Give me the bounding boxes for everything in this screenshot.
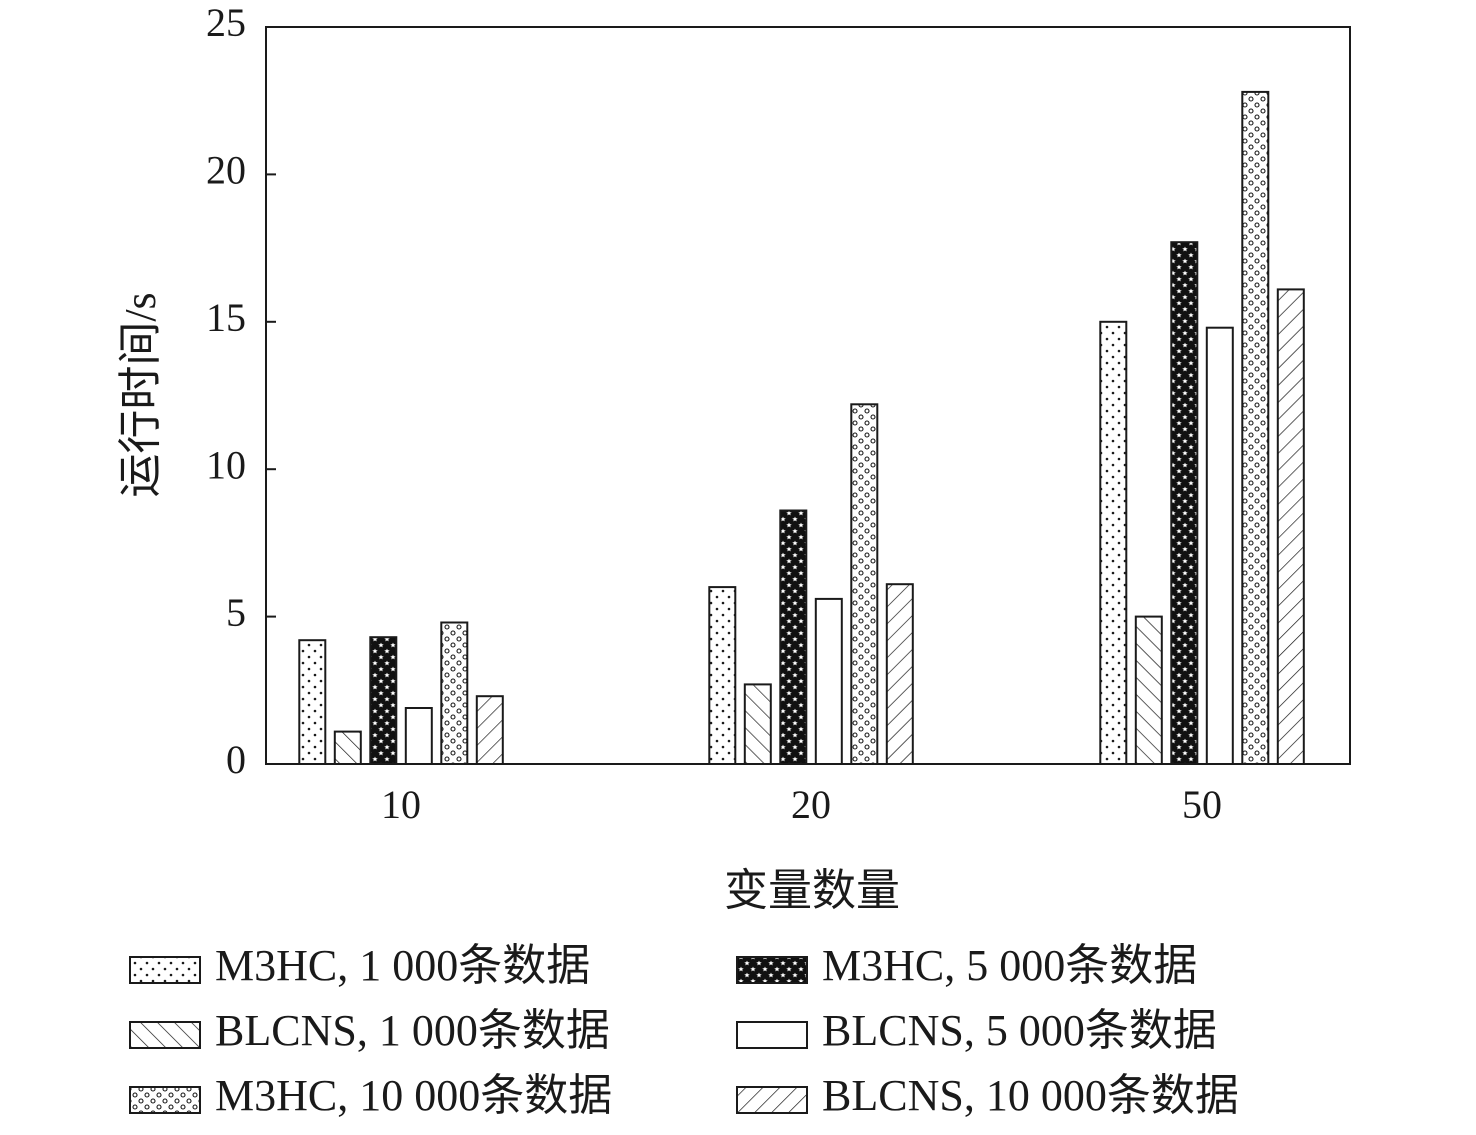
bar-50-series-3 — [1170, 241, 1199, 765]
bars-layer — [298, 90, 1305, 766]
bar-20-series-1 — [708, 586, 737, 765]
legend-swatch — [736, 956, 808, 984]
y-axis-title: 运行时间/s — [116, 292, 165, 497]
legend-swatch — [736, 1021, 808, 1049]
y-tick-label: 20 — [206, 148, 246, 193]
bar-50-series-4 — [1205, 326, 1234, 765]
bar-10-series-1 — [298, 639, 327, 766]
y-tick-label: 10 — [206, 442, 246, 487]
legend-swatch — [736, 1086, 808, 1114]
bar-20-series-2 — [743, 683, 772, 766]
bar-50-series-5 — [1241, 90, 1270, 765]
bar-20-series-6 — [885, 583, 914, 766]
bar-50-series-2 — [1134, 615, 1163, 765]
y-tick-label: 25 — [206, 0, 246, 45]
bar-50-series-6 — [1276, 288, 1305, 765]
bar-20-series-4 — [814, 597, 843, 766]
legend-label: BLCNS, 10 000条数据 — [822, 1071, 1239, 1120]
y-tick-label: 15 — [206, 295, 246, 340]
y-tick-label: 0 — [226, 737, 246, 782]
legend-swatch — [129, 1021, 201, 1049]
bar-10-series-5 — [440, 621, 469, 765]
x-axis-title: 变量数量 — [724, 866, 900, 915]
bar-10-series-3 — [369, 636, 398, 766]
x-axis-ticks: 10 20 50 — [381, 782, 1222, 827]
bar-10-series-6 — [475, 695, 504, 766]
x-tick-label: 50 — [1182, 782, 1222, 827]
legend-label: BLCNS, 5 000条数据 — [822, 1006, 1217, 1055]
bar-50-series-1 — [1099, 320, 1128, 765]
bar-20-series-3 — [779, 509, 808, 765]
legend-swatch — [129, 1086, 201, 1114]
legend-label: M3HC, 10 000条数据 — [215, 1071, 612, 1120]
legend-label: M3HC, 5 000条数据 — [822, 941, 1197, 990]
legend-label: M3HC, 1 000条数据 — [215, 941, 590, 990]
bar-10-series-2 — [333, 730, 362, 765]
plot-frame — [265, 26, 1351, 765]
y-axis-ticks: 0 5 10 15 20 25 — [206, 0, 276, 782]
y-tick-label: 5 — [226, 590, 246, 635]
legend: M3HC, 1 000条数据 BLCNS, 1 000条数据 M3HC, 10 00… — [129, 941, 1239, 1120]
legend-swatch — [129, 956, 201, 984]
bar-20-series-5 — [850, 403, 879, 765]
x-tick-label: 10 — [381, 782, 421, 827]
x-tick-label: 20 — [791, 782, 831, 827]
bar-10-series-4 — [404, 707, 433, 765]
legend-label: BLCNS, 1 000条数据 — [215, 1006, 610, 1055]
